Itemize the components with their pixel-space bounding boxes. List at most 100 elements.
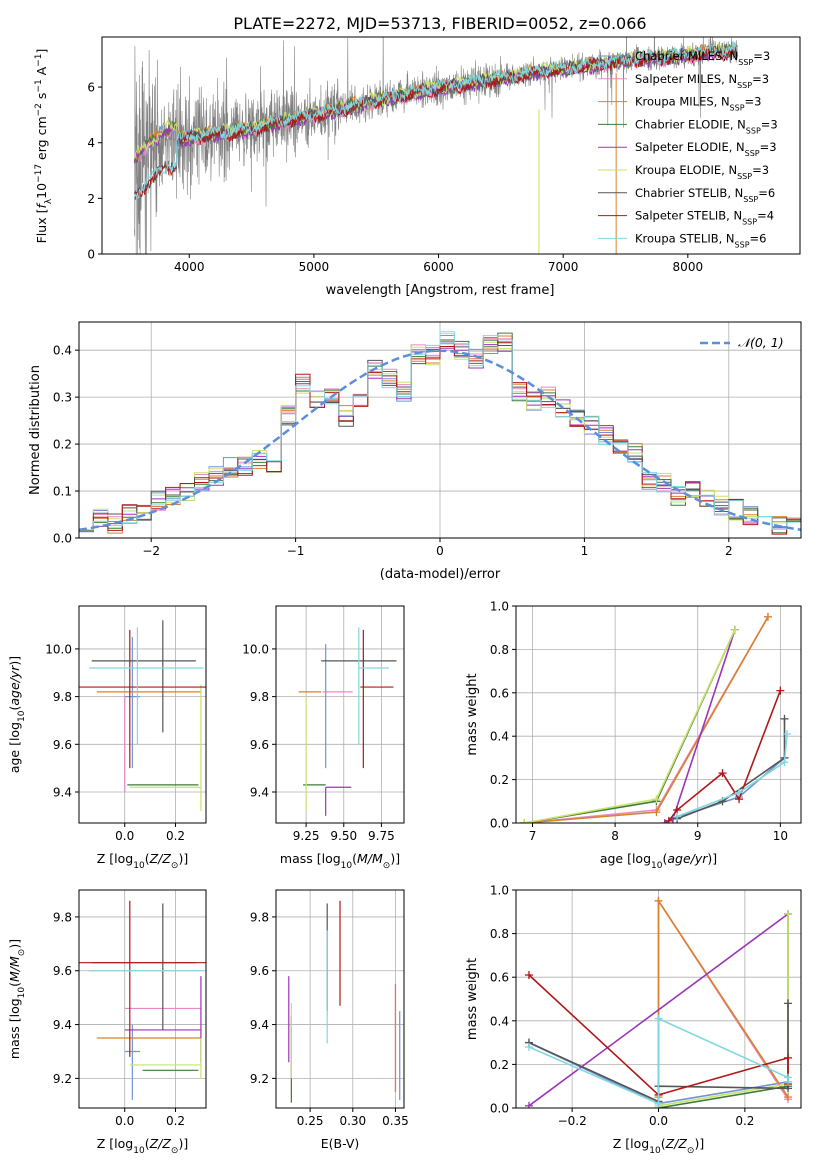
- y-tick-label: 0.6: [490, 971, 509, 985]
- legend-entry-tail: =3: [752, 72, 769, 86]
- x-tick-label: −0.2: [558, 1114, 587, 1128]
- x-tick-label: 0.30: [339, 1114, 366, 1128]
- x-tick-label: −2: [142, 544, 160, 558]
- x-axis-label-part: 10: [649, 1146, 661, 1156]
- x-axis-label-part: M/M: [357, 851, 383, 866]
- x-axis-label-part: age/yr: [667, 851, 708, 866]
- y-tick-label: 9.8: [250, 690, 269, 704]
- plot-area: [520, 612, 791, 823]
- y-axis-label-part: A: [34, 66, 49, 79]
- y-axis-label-part: −1: [34, 53, 44, 66]
- legend-entry-sub: SSP: [730, 103, 745, 112]
- y-tick-label: 9.8: [53, 910, 72, 924]
- legend-entry-tail: =3: [745, 95, 762, 109]
- y-tick-label: 0.2: [490, 773, 509, 787]
- y-axis-label-part: ]: [34, 49, 49, 54]
- weight-line-salpeter_elodie: [664, 629, 736, 823]
- y-tick-label: 0.0: [490, 817, 509, 831]
- plot-area: [298, 627, 397, 816]
- y-tick-label: 0.2: [490, 1058, 509, 1072]
- plot-area: [79, 900, 206, 1100]
- model-spectrum-kroupa_stelib: [133, 41, 738, 199]
- x-tick-label: 0.35: [382, 1114, 409, 1128]
- y-axis-label-part: 10: [17, 987, 27, 999]
- legend-entry-tail: =6: [750, 231, 767, 245]
- y-axis-label-part: f: [34, 203, 49, 209]
- x-tick-label: 8000: [673, 260, 704, 274]
- y-axis-label-part: (: [7, 982, 22, 987]
- y-tick-label: 0.8: [490, 643, 509, 657]
- legend-entry-name: Kroupa STELIB, N: [635, 231, 735, 245]
- x-axis-label-part: Z [log: [97, 1136, 133, 1151]
- x-tick-label: 7000: [548, 260, 579, 274]
- plot-area: [133, 37, 738, 254]
- legend-entry: Chabrier STELIB, NSSP=6: [635, 186, 775, 204]
- x-axis-label: age [log10(age/yr)]: [600, 851, 717, 871]
- y-tick-label: 10.0: [45, 642, 72, 656]
- legend-entry: Kroupa STELIB, NSSP=6: [635, 231, 766, 249]
- y-tick-label: 9.4: [250, 786, 269, 800]
- y-axis-label-part: mass [log: [7, 998, 22, 1059]
- x-axis-label-part: 10: [341, 861, 353, 871]
- x-tick-label: 6000: [423, 260, 454, 274]
- y-tick-label: 0.4: [490, 1014, 509, 1028]
- x-tick-label: 2: [725, 544, 733, 558]
- y-tick-label: 1.0: [490, 884, 509, 898]
- x-axis-label-part: )]: [178, 1136, 188, 1151]
- y-tick-label: 0.0: [490, 1102, 509, 1116]
- x-tick-label: 4000: [174, 260, 205, 274]
- y-tick-label: 9.8: [250, 910, 269, 924]
- y-axis-label: Flux [fλ10−17 erg cm−2 s−1 A−1]: [34, 49, 54, 244]
- legend-entry-name: Chabrier ELODIE, N: [635, 117, 746, 131]
- legend-entry-sub: SSP: [745, 149, 760, 158]
- axes-frame: [275, 605, 405, 824]
- y-axis-label-part: λ: [44, 198, 54, 204]
- legend-entry: Salpeter ELODIE, NSSP=3: [635, 140, 777, 158]
- x-tick-label: 8: [611, 829, 619, 843]
- plot-area: [79, 620, 206, 812]
- y-tick-label: 9.8: [53, 690, 72, 704]
- y-tick-label: 0: [87, 248, 95, 262]
- y-tick-label: 9.6: [250, 964, 269, 978]
- x-axis-label-part: Z/Z: [149, 1136, 172, 1151]
- x-tick-label: 0.0: [115, 829, 134, 843]
- plot-area: [79, 331, 801, 535]
- y-axis-label: Normed distribution: [28, 365, 43, 495]
- x-tick-label: 9.75: [368, 829, 395, 843]
- legend-entry-name: Salpeter ELODIE, N: [635, 140, 745, 154]
- panel-residual-histogram: −2 −1 0 1 2 0.0 0.1 0.2 0.3 0.4 𝒩(0, 1) (data-model…: [28, 321, 802, 582]
- y-tick-label: 0.1: [53, 485, 72, 499]
- x-axis-label-part: mass [log: [280, 851, 341, 866]
- y-axis-label-part: 10: [34, 183, 49, 199]
- x-axis-label-part: )]: [178, 851, 188, 866]
- x-tick-label: 9.25: [293, 829, 320, 843]
- x-axis-label: E(B-V): [321, 1136, 360, 1151]
- x-axis-label-part: (: [145, 1136, 150, 1151]
- x-axis-label: wavelength [Angstrom, rest frame]: [326, 283, 555, 298]
- x-axis-label: Z [log10(Z/Z⊙)]: [613, 1136, 704, 1156]
- x-axis-label-part: (: [662, 851, 667, 866]
- y-axis-label-part: age/yr: [7, 665, 22, 706]
- y-tick-label: 9.2: [250, 1072, 269, 1086]
- y-tick-label: 9.6: [53, 738, 72, 752]
- legend-entry-name: Chabrier MILES, N: [635, 49, 738, 63]
- legend-entry-name: Chabrier STELIB, N: [635, 186, 743, 200]
- x-tick-label: 0.25: [297, 1114, 324, 1128]
- legend-entry: 𝒩(0, 1): [738, 335, 784, 350]
- weight-line-salpeter_elodie: [528, 913, 789, 1107]
- y-tick-label: 0.4: [53, 344, 72, 358]
- legend-entry-tail: =6: [758, 186, 775, 200]
- panel-age-vs-metallicity: 0.0 0.29.49.69.810.0Z [log10(Z/Z⊙)]age [l…: [7, 605, 207, 871]
- legend-entry-tail: =3: [760, 140, 777, 154]
- gaussian-reference-curve: [79, 349, 801, 532]
- x-axis-label-part: Z [log: [97, 851, 133, 866]
- legend-entry-tail: =3: [761, 117, 778, 131]
- legend-entry-sub: SSP: [742, 217, 757, 226]
- y-axis-label: mass [log10(M/M⊙)]: [7, 939, 27, 1059]
- legend-entry: Salpeter STELIB, NSSP=4: [635, 209, 774, 227]
- legend-entry-tail: =3: [753, 49, 770, 63]
- plot-area: [288, 900, 401, 1103]
- x-tick-label: 0.2: [166, 829, 185, 843]
